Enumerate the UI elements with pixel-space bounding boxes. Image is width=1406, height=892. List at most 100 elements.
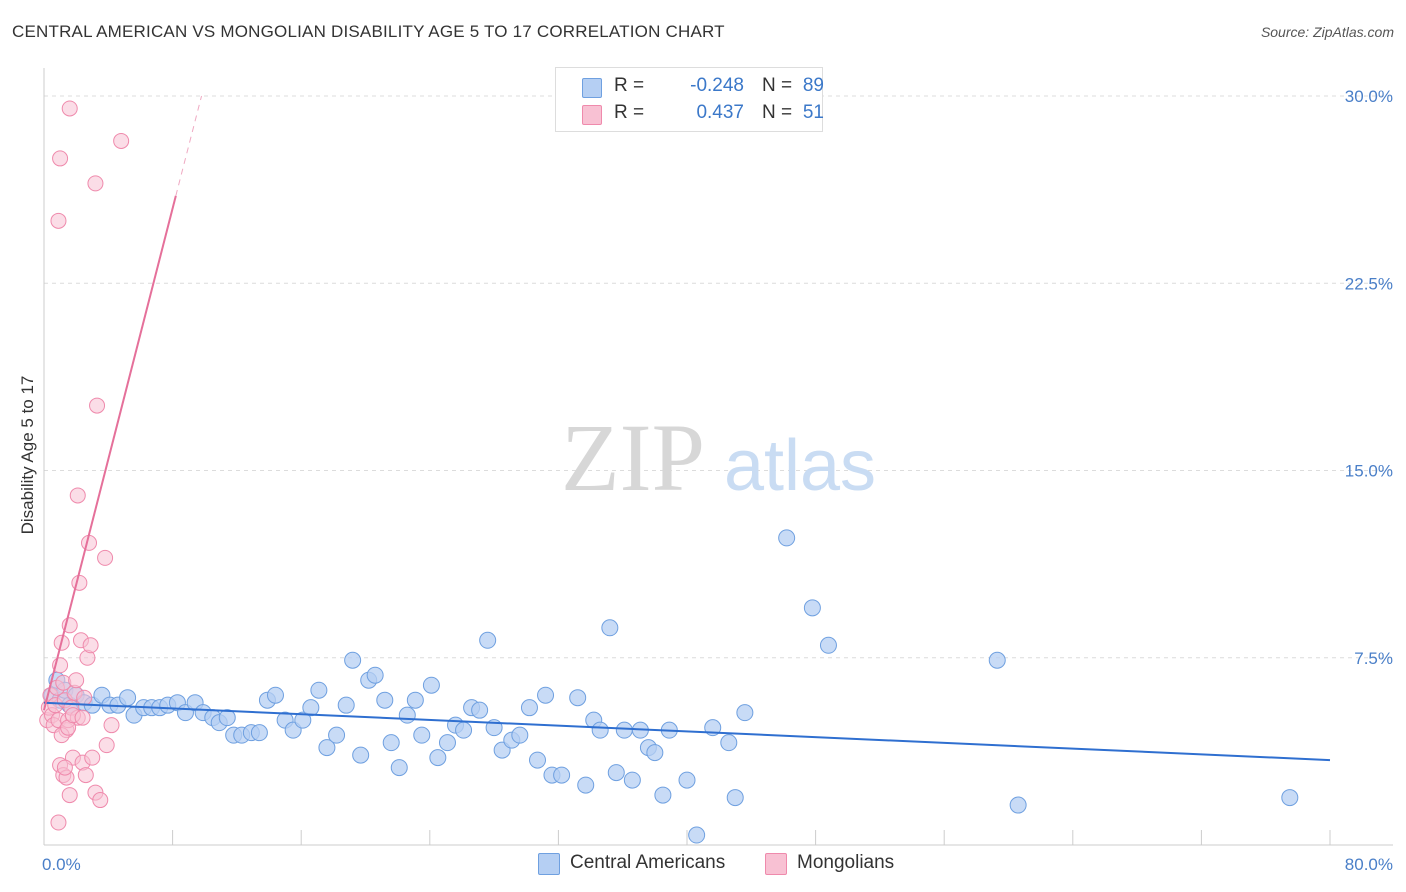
central-american-point xyxy=(654,786,672,804)
mongolian-point xyxy=(113,132,130,149)
legend-n-value: 51 xyxy=(802,102,824,123)
central-american-point xyxy=(471,701,489,719)
central-american-point xyxy=(413,726,431,744)
mongolian-point xyxy=(98,737,115,754)
mongolian-points xyxy=(39,100,130,831)
central-american-point xyxy=(537,686,555,704)
central-american-point xyxy=(601,619,619,637)
mongolian-point xyxy=(74,709,91,726)
y-tick-label: 7.5% xyxy=(1354,649,1393,668)
central-american-point xyxy=(720,734,738,752)
central-american-point xyxy=(479,631,497,649)
central-american-point xyxy=(607,764,625,782)
mongolian-point xyxy=(71,574,88,591)
mongolian-trend-extension xyxy=(175,95,203,196)
central-american-point xyxy=(318,739,336,757)
legend-swatch-central xyxy=(538,853,560,875)
central-american-point xyxy=(406,691,424,709)
watermark: ZIP atlas xyxy=(561,404,876,511)
y-tick-label: 15.0% xyxy=(1345,462,1393,481)
central-american-point xyxy=(294,711,312,729)
central-american-point xyxy=(328,726,346,744)
mongolian-point xyxy=(84,749,101,766)
mongolian-point xyxy=(61,787,78,804)
mongolian-point xyxy=(69,487,86,504)
central-american-point xyxy=(250,724,268,742)
watermark-atlas: atlas xyxy=(724,426,876,506)
tick-labels: 7.5% 15.0% 22.5% 30.0% 0.0% 80.0% xyxy=(42,87,1393,874)
central-american-point xyxy=(218,709,236,727)
central-american-point xyxy=(529,751,547,769)
central-american-point xyxy=(438,734,456,752)
central-points xyxy=(43,529,1299,844)
trend-lines xyxy=(43,95,1331,762)
legend-n-label: N = xyxy=(762,102,793,123)
central-american-point xyxy=(678,771,696,789)
mongolian-point xyxy=(97,549,114,566)
y-tick-label: 22.5% xyxy=(1345,274,1393,293)
central-american-point xyxy=(422,676,440,694)
legend-r-label: R = xyxy=(614,102,645,123)
mongolian-point xyxy=(89,397,106,414)
central-american-point xyxy=(553,766,571,784)
series-legend: Central Americans Mongolians xyxy=(0,852,1406,878)
central-american-point xyxy=(398,706,416,724)
central-american-point xyxy=(366,666,384,684)
central-american-point xyxy=(736,704,754,722)
central-american-point xyxy=(569,689,587,707)
central-american-point xyxy=(688,826,706,844)
y-tick-label: 30.0% xyxy=(1345,87,1393,106)
central-american-point xyxy=(376,691,394,709)
central-american-point xyxy=(623,771,641,789)
legend-label-mongolian: Mongolians xyxy=(797,852,895,873)
central-american-point xyxy=(646,744,664,762)
legend-r-value: -0.248 xyxy=(690,75,744,96)
mongolian-point xyxy=(76,689,93,706)
legend-label-central: Central Americans xyxy=(570,852,726,873)
legend: R = -0.248 N = 89 R = 0.437 N = 51 xyxy=(555,67,824,132)
x-tick-label: 0.0% xyxy=(42,855,81,874)
mongolian-point xyxy=(56,759,73,776)
central-american-point xyxy=(310,681,328,699)
central-american-point xyxy=(511,726,529,744)
central-american-point xyxy=(429,749,447,767)
central-american-point xyxy=(455,721,473,739)
central-american-point xyxy=(1281,789,1299,807)
central-american-point xyxy=(119,689,137,707)
watermark-zip: ZIP xyxy=(561,404,705,511)
central-american-point xyxy=(726,789,744,807)
central-american-point xyxy=(819,636,837,654)
legend-swatch-central xyxy=(582,78,602,98)
mongolian-point xyxy=(77,767,94,784)
y-axis-label: Disability Age 5 to 17 xyxy=(18,376,37,535)
central-american-point xyxy=(803,599,821,617)
central-american-point xyxy=(302,699,320,717)
central-american-point xyxy=(1009,796,1027,814)
mongolian-point xyxy=(82,637,99,654)
central-american-point xyxy=(591,721,609,739)
central-american-point xyxy=(615,721,633,739)
central-american-point xyxy=(520,699,538,717)
central-american-point xyxy=(266,686,284,704)
legend-r-label: R = xyxy=(614,75,645,96)
mongolian-point xyxy=(87,175,104,192)
central-american-point xyxy=(352,746,370,764)
mongolian-point xyxy=(50,212,67,229)
mongolian-point xyxy=(50,814,67,831)
central-american-point xyxy=(577,776,595,794)
legend-swatch-mongolian xyxy=(765,853,787,875)
mongolian-trend-line xyxy=(43,195,177,711)
mongolian-point xyxy=(92,792,109,809)
source-label: Source: ZipAtlas.com xyxy=(1260,24,1394,40)
legend-r-value: 0.437 xyxy=(696,102,744,123)
central-american-point xyxy=(344,651,362,669)
legend-n-value: 89 xyxy=(802,75,824,96)
mongolian-point xyxy=(68,672,85,689)
mongolian-point xyxy=(52,150,69,167)
central-american-point xyxy=(390,759,408,777)
legend-swatch-mongolian xyxy=(582,105,602,125)
central-american-point xyxy=(988,651,1006,669)
legend-n-label: N = xyxy=(762,75,793,96)
chart-title: CENTRAL AMERICAN VS MONGOLIAN DISABILITY… xyxy=(12,22,725,41)
x-tick-label: 80.0% xyxy=(1345,855,1393,874)
